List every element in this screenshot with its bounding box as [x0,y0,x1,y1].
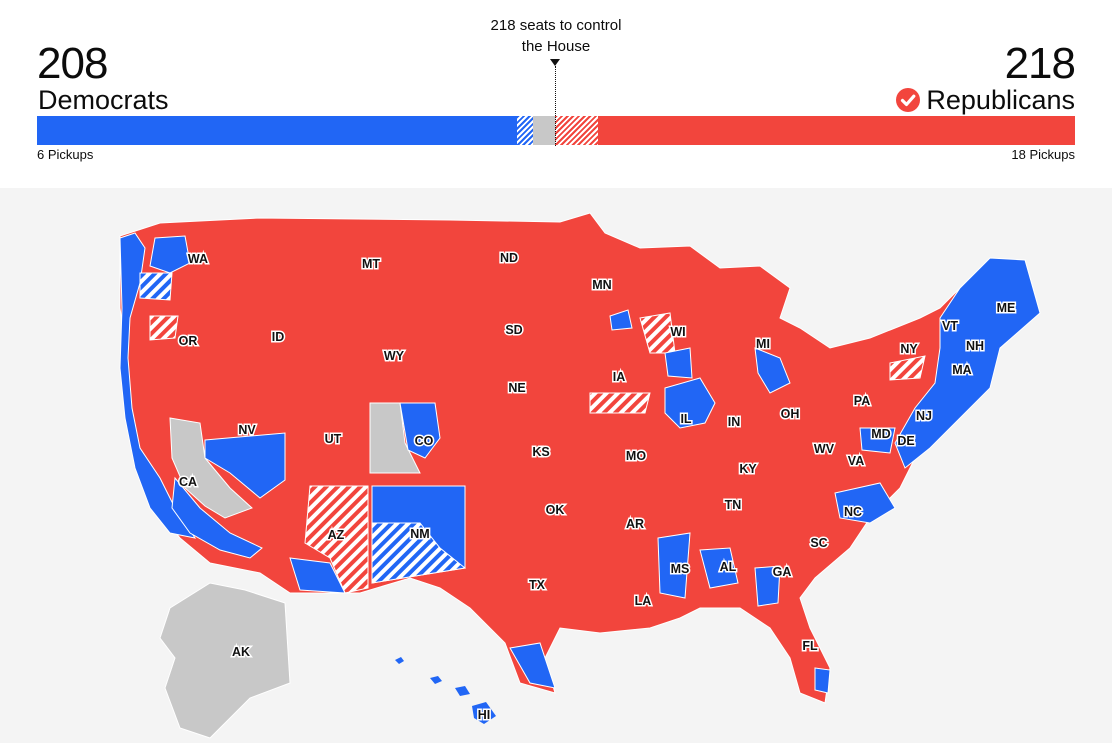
state-label-mo[interactable]: MO [626,449,646,463]
state-label-nd[interactable]: ND [500,251,518,265]
state-label-nh[interactable]: NH [966,339,984,353]
state-label-ma[interactable]: MA [952,363,971,377]
republican-pickups: 18 Pickups [1011,147,1075,163]
state-label-va[interactable]: VA [848,454,864,468]
state-label-co[interactable]: CO [415,434,434,448]
state-label-hi[interactable]: HI [478,708,491,722]
majority-threshold-label: 218 seats to control the House [456,15,656,57]
state-label-me[interactable]: ME [997,301,1016,315]
bar-republican-pickups [555,116,598,145]
state-label-mn[interactable]: MN [592,278,611,292]
state-label-la[interactable]: LA [635,594,652,608]
check-circle-icon [896,88,920,112]
oregon-pickup [150,316,178,340]
state-label-tx[interactable]: TX [529,578,546,592]
bar-democrat-pickups [517,116,533,145]
state-label-nm[interactable]: NM [410,527,429,541]
state-label-wi[interactable]: WI [670,325,685,339]
state-label-fl[interactable]: FL [802,639,818,653]
state-label-al[interactable]: AL [720,560,737,574]
alaska-shape [160,583,290,738]
state-label-wa[interactable]: WA [188,252,208,266]
state-label-de[interactable]: DE [897,434,914,448]
fl-dem-district [815,668,830,693]
state-label-or[interactable]: OR [179,334,198,348]
republicans-label: Republicans [926,84,1075,116]
state-label-ne[interactable]: NE [508,381,525,395]
state-label-wv[interactable]: WV [814,442,835,456]
democrats-label: Democrats [38,84,169,116]
ia-rep-pickup [590,393,650,413]
state-label-in[interactable]: IN [728,415,741,429]
state-label-nc[interactable]: NC [844,505,862,519]
seat-balance-bar [37,116,1075,145]
state-label-sc[interactable]: SC [810,536,827,550]
state-label-nv[interactable]: NV [238,423,256,437]
state-label-sd[interactable]: SD [505,323,522,337]
state-label-ny[interactable]: NY [900,342,918,356]
democrat-pickups: 6 Pickups [37,147,93,163]
bar-uncalled [533,116,555,145]
state-label-md[interactable]: MD [871,427,890,441]
state-label-ut[interactable]: UT [325,432,342,446]
district-map-panel[interactable]: WA OR CA NV ID MT WY UT AZ CO NM ND SD NE KS OK TX MN IA MO… [0,188,1112,743]
republicans-label-group: Republicans [896,84,1075,116]
state-label-pa[interactable]: PA [854,394,870,408]
wa-dem-pickup [140,273,172,300]
state-label-ia[interactable]: IA [613,370,626,384]
state-label-ak[interactable]: AK [232,645,250,659]
state-label-mi[interactable]: MI [756,337,770,351]
majority-marker-icon [550,59,560,66]
state-label-id[interactable]: ID [272,330,285,344]
threshold-line-2: the House [456,36,656,57]
state-label-wy[interactable]: WY [384,349,405,363]
us-house-district-map[interactable]: WA OR CA NV ID MT WY UT AZ CO NM ND SD NE KS OK TX MN IA MO… [0,188,1112,743]
state-label-oh[interactable]: OH [781,407,800,421]
wi-dem-district [665,348,692,378]
state-label-mt[interactable]: MT [362,257,380,271]
state-label-ks[interactable]: KS [532,445,549,459]
bar-democrat-called [37,116,517,145]
threshold-line-1: 218 seats to control [456,15,656,36]
state-label-vt[interactable]: VT [942,319,958,333]
democrat-seat-count: 208 [37,40,107,88]
state-label-ar[interactable]: AR [626,517,644,531]
bar-republican-called [598,116,1075,145]
state-label-ok[interactable]: OK [546,503,565,517]
state-label-tn[interactable]: TN [725,498,742,512]
majority-line [555,66,556,146]
state-label-ca[interactable]: CA [179,475,197,489]
state-label-il[interactable]: IL [680,412,691,426]
house-results-header: 218 seats to control the House 208 218 D… [0,0,1112,188]
republican-seat-count: 218 [1005,40,1075,88]
state-label-ga[interactable]: GA [773,565,792,579]
state-label-az[interactable]: AZ [328,528,345,542]
state-label-nj[interactable]: NJ [916,409,932,423]
state-label-ms[interactable]: MS [671,562,690,576]
state-label-ky[interactable]: KY [739,462,757,476]
